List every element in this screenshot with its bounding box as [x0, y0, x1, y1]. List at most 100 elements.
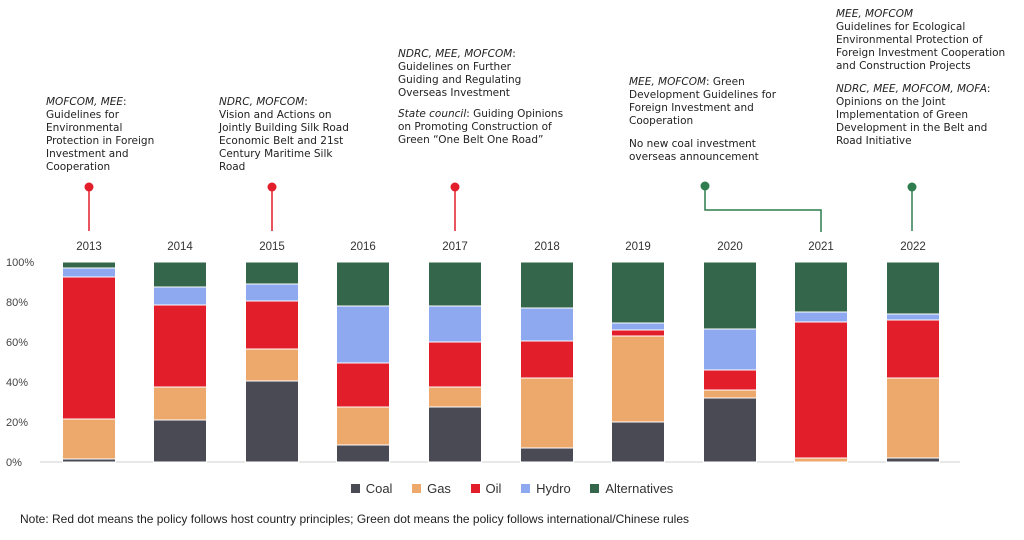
bar-segment-alternatives [520, 261, 574, 309]
annotation-text: Vision and Actions on Jointly Building S… [219, 109, 349, 173]
bar-segment-hydro [520, 307, 574, 342]
bar-segment-coal [703, 397, 757, 463]
bar-segment-gas [336, 406, 390, 446]
annotation-text: Guidelines for Ecological Environmental … [836, 21, 1006, 72]
legend-swatch [521, 484, 531, 493]
policy-dot-red [84, 182, 94, 192]
bar-segment-gas [520, 377, 574, 449]
bar-segment-oil [703, 369, 757, 391]
y-tick-label: 40% [6, 377, 28, 389]
annotation-text: Opinions on the Joint Implementation of … [836, 96, 988, 147]
bar-segment-oil [153, 304, 207, 388]
annotation-text: Guidelines for Environmental Protection … [46, 109, 155, 173]
policy-connector-green [704, 186, 822, 232]
y-tick-label: 100% [6, 257, 34, 269]
bar-segment-alternatives [428, 261, 482, 307]
legend-item-oil: Oil [470, 481, 501, 496]
bar-segment-coal [336, 444, 390, 463]
bar-segment-alternatives [794, 261, 848, 313]
bar-segment-alternatives [336, 261, 390, 307]
x-tick-label: 2020 [717, 241, 743, 253]
bar-segment-alternatives [153, 261, 207, 288]
bar-segment-alternatives [245, 261, 299, 285]
x-tick-label: 2013 [76, 241, 102, 253]
bar-segment-alternatives [703, 261, 757, 330]
bar-segment-oil [245, 300, 299, 350]
annotation-text: No new coal investment overseas announce… [629, 138, 759, 163]
bar-segment-oil [336, 362, 390, 408]
bar-segment-coal [245, 380, 299, 463]
bar-segment-hydro [336, 305, 390, 364]
policy-dot-red [267, 182, 277, 192]
legend-item-gas: Gas [412, 481, 451, 496]
bar-segment-hydro [62, 267, 116, 278]
bar-segment-oil [611, 329, 665, 337]
annotation-agency: MEE, MOFCOM [629, 76, 707, 88]
bar-segment-hydro [153, 286, 207, 306]
y-tick-label: 80% [6, 297, 28, 309]
bar-segment-gas [703, 389, 757, 399]
bar-segment-hydro [794, 311, 848, 323]
bar-segment-gas [62, 418, 116, 460]
x-tick-label: 2019 [625, 241, 651, 253]
annotation-agency: NDRC, MOFCOM [219, 96, 305, 108]
bar-segment-gas [794, 457, 848, 463]
bar-segment-oil [886, 319, 940, 379]
annotation-agency: NDRC, MEE, MOFCOM, MOFA [836, 83, 987, 95]
bar-segment-coal [886, 457, 940, 463]
bar-segment-hydro [611, 322, 665, 331]
y-tick-label: 20% [6, 417, 28, 429]
bar-segment-hydro [245, 283, 299, 302]
x-tick-label: 2021 [808, 241, 834, 253]
x-tick-label: 2014 [167, 241, 193, 253]
annotation-agency: MEE, MOFCOM [836, 8, 914, 20]
annotation-2017: NDRC, MEE, MOFCOM: Guidelines on Further… [398, 48, 564, 146]
policy-dot-green [907, 182, 917, 192]
legend-item-alternatives: Alternatives [590, 481, 673, 496]
annotation-2022: MEE, MOFCOM Guidelines for Ecological En… [836, 8, 1016, 148]
bar-segment-gas [611, 335, 665, 423]
chart-note: Note: Red dot means the policy follows h… [20, 512, 690, 526]
policy-dot-green [700, 181, 710, 191]
bar-segment-coal [153, 419, 207, 463]
annotation-agency: State council [398, 108, 467, 120]
bar-segment-gas [245, 348, 299, 382]
x-tick-label: 2018 [534, 241, 560, 253]
y-tick-label: 0% [6, 457, 22, 469]
bar-segment-alternatives [886, 261, 940, 315]
bar-segment-hydro [703, 328, 757, 371]
bar-segment-coal [520, 447, 574, 463]
bar-segment-oil [62, 276, 116, 420]
bar-segment-coal [428, 406, 482, 463]
bar-segment-coal [611, 421, 665, 463]
x-tick-label: 2015 [259, 241, 285, 253]
y-tick-label: 60% [6, 337, 28, 349]
legend-swatch [590, 484, 600, 493]
bar-segment-oil [520, 340, 574, 379]
annotation-agency: MOFCOM, MEE [46, 96, 124, 108]
annotation-2021: MEE, MOFCOM: Green Development Guideline… [629, 76, 779, 164]
bar-segment-hydro [428, 305, 482, 343]
bar-segment-gas [428, 386, 482, 408]
legend-swatch [412, 484, 422, 493]
x-tick-label: 2017 [442, 241, 468, 253]
bar-segment-oil [794, 321, 848, 459]
annotation-text: Green Development Guidelines for Foreign… [629, 76, 777, 127]
annotation-agency: NDRC, MEE, MOFCOM [398, 48, 513, 60]
bar-segment-oil [428, 341, 482, 388]
policy-dot-red [450, 182, 460, 192]
bar-segment-alternatives [611, 261, 665, 324]
annotation-2013: MOFCOM, MEE: Guidelines for Environmenta… [46, 96, 176, 174]
bar-segment-gas [153, 386, 207, 421]
legend-item-hydro: Hydro [521, 481, 571, 496]
bar-segment-hydro [886, 313, 940, 321]
annotation-2015: NDRC, MOFCOM: Vision and Actions on Join… [219, 96, 354, 174]
bar-segment-alternatives [62, 261, 116, 269]
annotation-text: Guiding Opinions on Promoting Constructi… [398, 108, 564, 146]
annotation-text: Guidelines on Further Guiding and Regula… [398, 61, 522, 99]
bar-segment-gas [886, 377, 940, 459]
legend-item-coal: Coal [350, 481, 392, 496]
x-tick-label: 2022 [900, 241, 926, 253]
legend-swatch [470, 484, 480, 493]
x-tick-label: 2016 [350, 241, 376, 253]
